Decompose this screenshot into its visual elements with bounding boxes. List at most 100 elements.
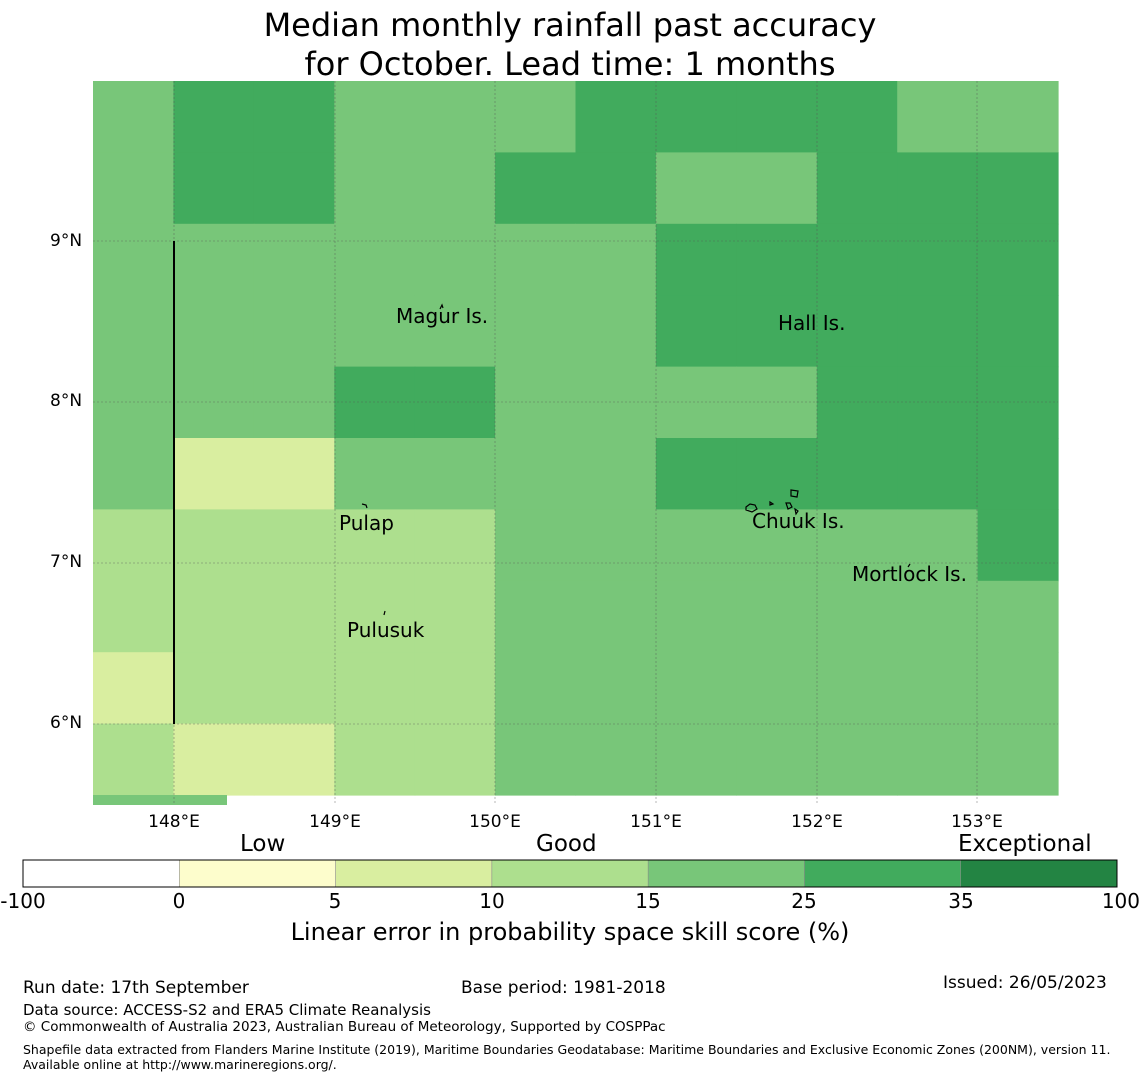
skill-cell [334,509,416,582]
lon-label-150e: 150°E [469,812,521,832]
skill-cell [977,438,1059,510]
skill-cell [816,366,898,439]
colorbar-tick: 25 [791,889,817,913]
colorbar-swatch [491,860,649,887]
skill-cell [736,723,818,796]
skill-cell [495,438,577,510]
skill-cell [736,652,818,725]
skill-cell [897,366,979,439]
skill-cell [736,580,818,653]
skill-cell [897,509,979,582]
skill-cell [816,509,898,582]
skill-cell [495,81,577,153]
skill-cell [977,295,1059,368]
skill-cell [977,223,1059,296]
skill-cell [495,295,577,368]
colorbar-tick: 100 [1101,889,1140,913]
colorbar-tick: 15 [635,889,661,913]
skill-cell [173,509,255,582]
skill-cell [816,223,898,296]
skill-cell [414,223,496,296]
skill-cell [816,652,898,725]
skill-cell [173,652,255,725]
shapefile-credit: Shapefile data extracted from Flanders M… [23,1042,1111,1072]
skill-cell [897,81,979,153]
skill-cell [655,580,737,653]
skill-cell [253,366,335,439]
skill-cell [897,438,979,510]
skill-cell [495,723,577,796]
skill-cell [253,723,335,796]
skill-cell [977,652,1059,725]
skill-cell [334,580,416,653]
skill-cell [575,223,657,296]
skill-cell [977,580,1059,653]
skill-cell [655,366,737,439]
skill-cell [173,438,255,510]
skill-cell [495,223,577,296]
skill-cell [897,723,979,796]
issued-date: Issued: 26/05/2023 [943,973,1107,993]
skill-cell [575,723,657,796]
skill-cell [414,366,496,439]
skill-cell [173,81,255,153]
colorbar-tick: 35 [948,889,974,913]
skill-cell [93,81,174,153]
colorbar-swatch [960,860,1118,887]
copyright: © Commonwealth of Australia 2023, Austra… [23,1019,666,1035]
skill-cell [253,223,335,296]
skill-cell [253,152,335,225]
place-label-pulap: Pulap [339,511,394,535]
skill-cell [655,509,737,582]
colorbar-swatch [179,860,337,887]
skill-cell [575,152,657,225]
skill-cell [495,580,577,653]
skill-cell [93,295,174,368]
skill-cell [736,295,818,368]
skill-cell [816,723,898,796]
skill-cell [334,723,416,796]
skill-cell [93,152,174,225]
run-date: Run date: 17th September [23,978,249,998]
skill-cell [93,580,174,653]
place-label-chuuk: Chuuk Is. [752,509,845,533]
skill-cell [173,295,255,368]
lat-label-7n: 7°N [50,552,83,572]
place-label-hall: Hall Is. [778,311,846,335]
skill-cell [575,580,657,653]
lon-label-149e: 149°E [309,812,361,832]
skill-cell [334,81,416,153]
skill-cell [93,366,174,439]
skill-cell [655,223,737,296]
skill-cell [736,152,818,225]
colorbar-swatch [335,860,493,887]
lat-label-9n: 9°N [50,231,83,251]
skill-cell [816,295,898,368]
skill-cell [253,295,335,368]
skill-cell [173,580,255,653]
chuuk-island-shape-1 [745,503,758,513]
island-outlines [361,303,911,616]
colorbar [23,860,1118,887]
colorbar-label: Linear error in probability space skill … [290,918,850,946]
skill-cell [736,438,818,510]
skill-cell [414,152,496,225]
lon-label-152e: 152°E [791,812,843,832]
category-good: Good [536,831,597,857]
skill-cell [334,438,416,510]
skill-cell [816,438,898,510]
skill-cell [414,295,496,368]
skill-cell [897,652,979,725]
colorbar-tick: 5 [328,889,342,913]
skill-cell [414,652,496,725]
skill-cell [655,652,737,725]
pulap-island-shape [361,503,368,509]
skill-cell [414,81,496,153]
place-label-pulusuk: Pulusuk [347,618,425,642]
skill-cell [655,723,737,796]
skill-cell [816,152,898,225]
skill-cell [414,723,496,796]
skill-cell [977,509,1059,582]
colorbar-swatch [23,860,180,887]
colorbar-tick: 10 [479,889,505,913]
